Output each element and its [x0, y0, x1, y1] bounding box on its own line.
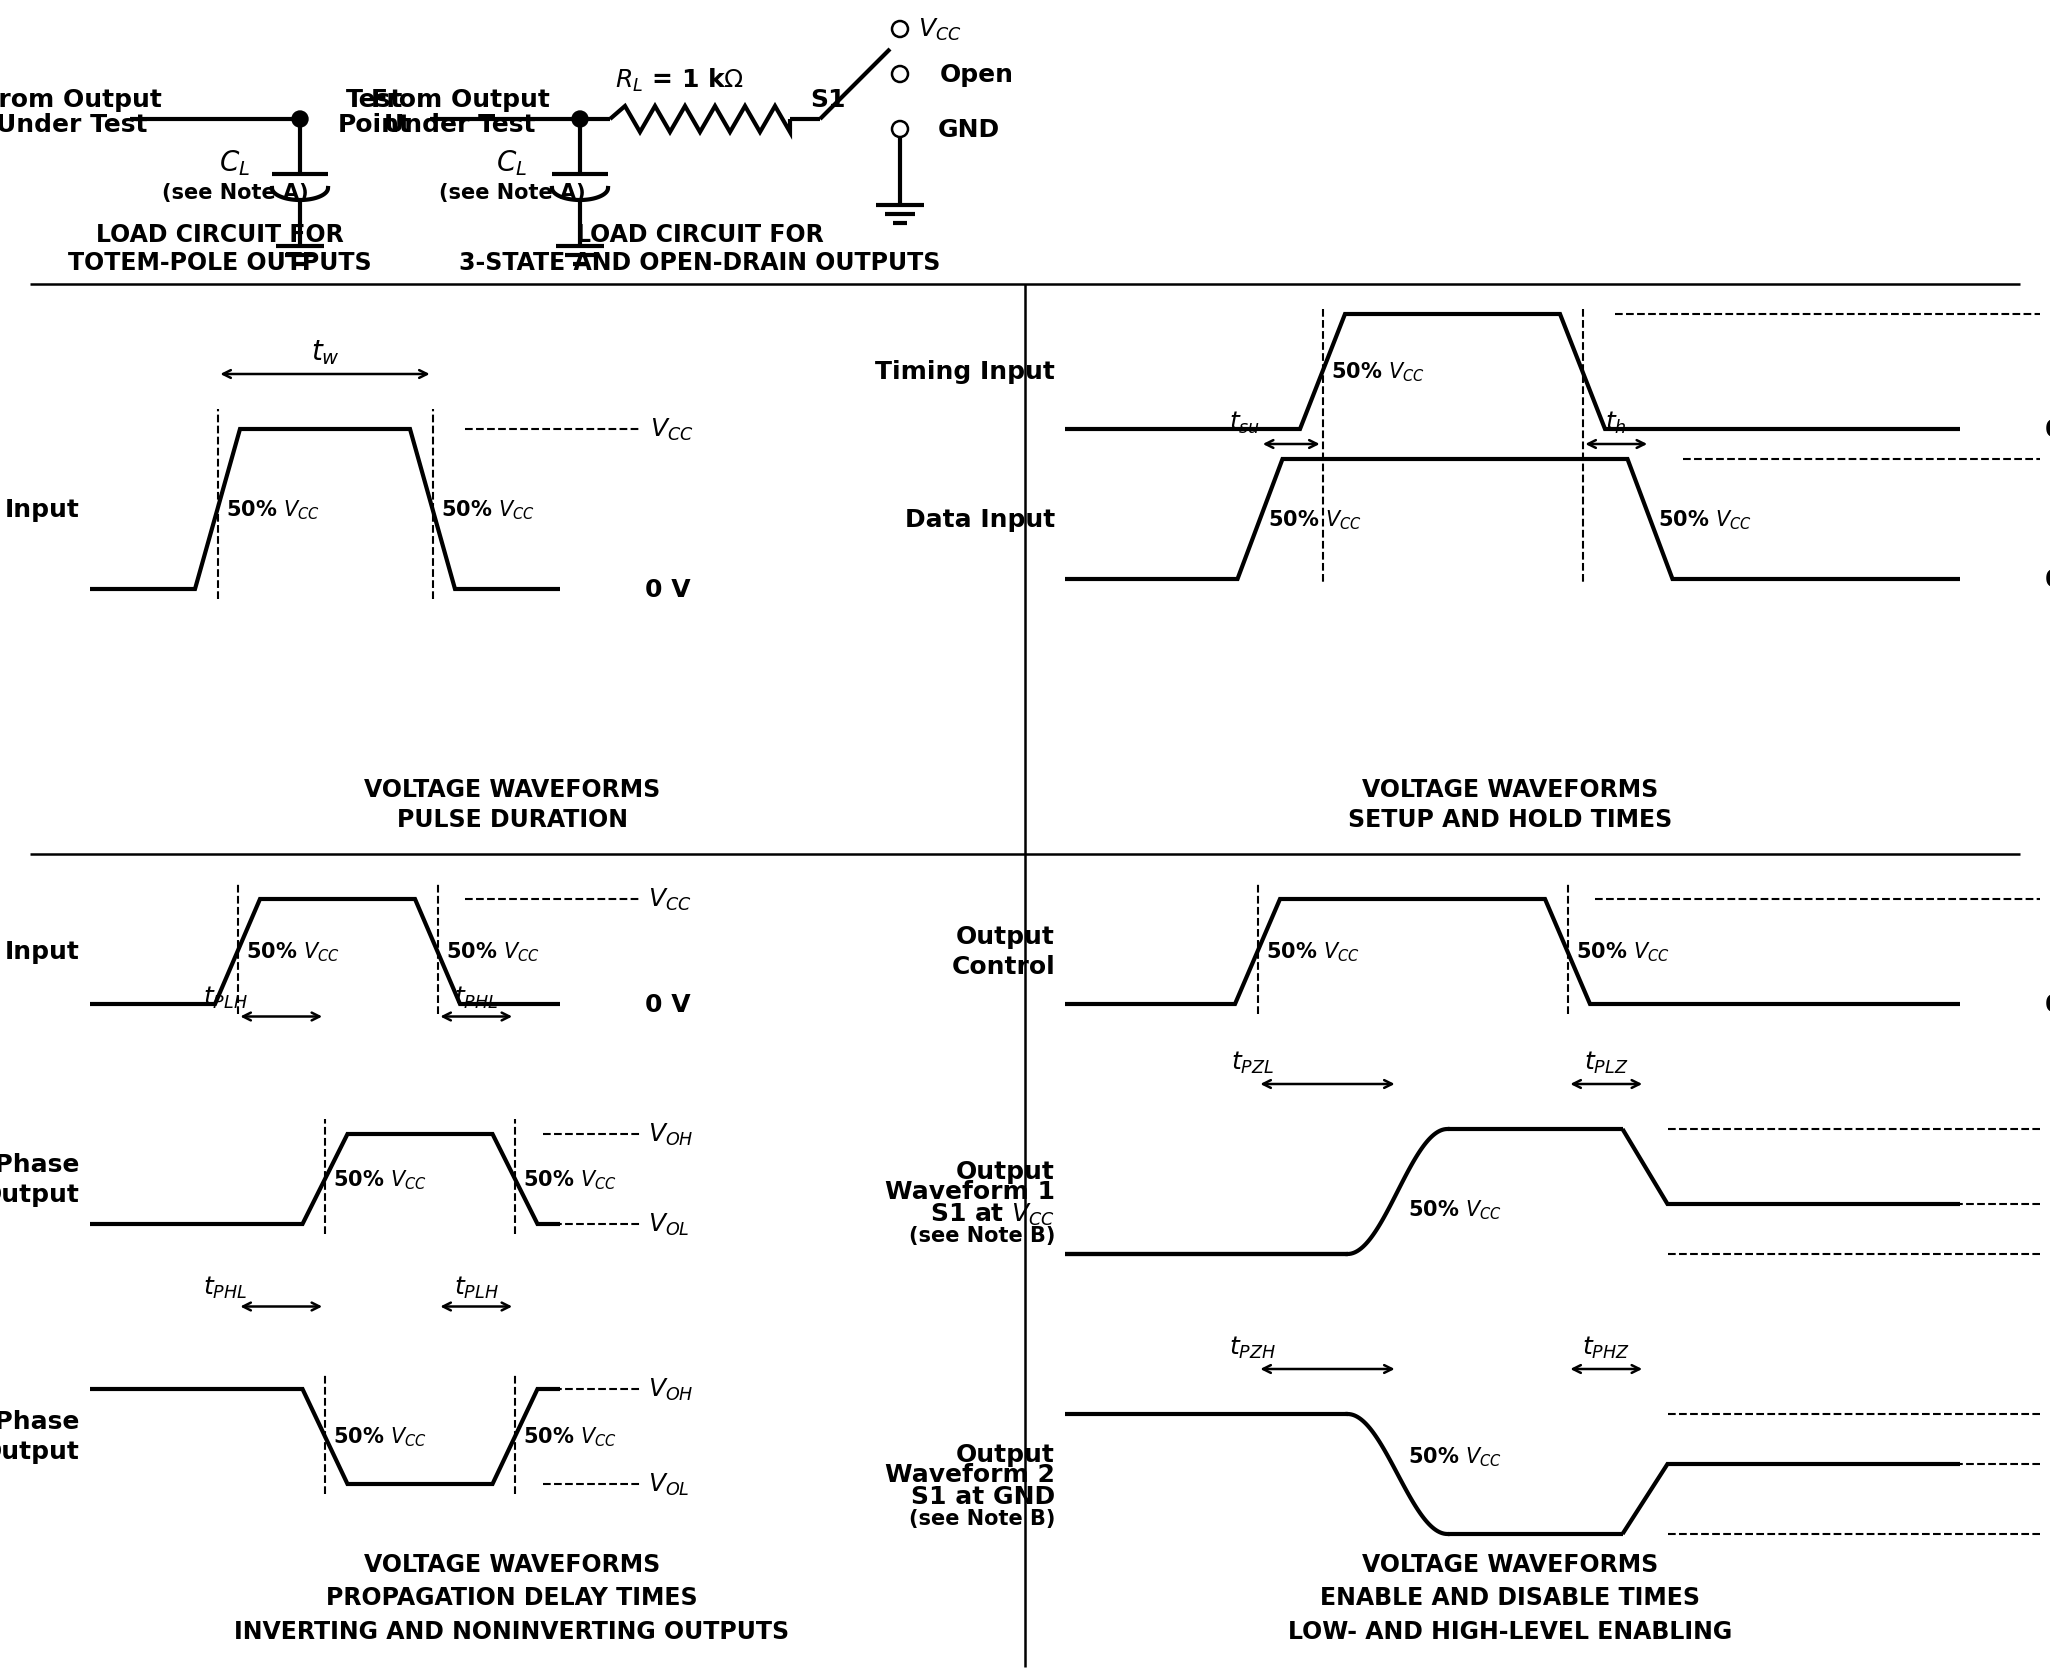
Text: $C_L$: $C_L$: [219, 148, 250, 178]
Text: 50% $V_{CC}$: 50% $V_{CC}$: [523, 1425, 617, 1448]
Text: $t_{PLH}$: $t_{PLH}$: [203, 984, 248, 1010]
Text: Point: Point: [338, 113, 412, 136]
Text: ENABLE AND DISABLE TIMES: ENABLE AND DISABLE TIMES: [1320, 1584, 1699, 1609]
Text: (see Note B): (see Note B): [908, 1226, 1056, 1247]
Text: $V_{CC}$: $V_{CC}$: [650, 417, 693, 444]
Text: SETUP AND HOLD TIMES: SETUP AND HOLD TIMES: [1349, 808, 1673, 832]
Text: LOW- AND HIGH-LEVEL ENABLING: LOW- AND HIGH-LEVEL ENABLING: [1287, 1620, 1732, 1643]
Text: 50% $V_{CC}$: 50% $V_{CC}$: [246, 941, 340, 964]
Text: 50% $V_{CC}$: 50% $V_{CC}$: [1658, 507, 1753, 531]
Text: Under Test: Under Test: [0, 113, 148, 136]
Text: LOAD CIRCUIT FOR: LOAD CIRCUIT FOR: [576, 223, 824, 247]
Text: Output: Output: [955, 1441, 1056, 1467]
Text: Input: Input: [6, 939, 80, 964]
Text: 50% $V_{CC}$: 50% $V_{CC}$: [445, 941, 539, 964]
Text: 50% $V_{CC}$: 50% $V_{CC}$: [1265, 941, 1359, 964]
Circle shape: [892, 22, 908, 39]
Text: 50% $V_{CC}$: 50% $V_{CC}$: [441, 497, 535, 521]
Text: 50% $V_{CC}$: 50% $V_{CC}$: [1408, 1198, 1501, 1221]
Circle shape: [572, 113, 588, 128]
Text: VOLTAGE WAVEFORMS: VOLTAGE WAVEFORMS: [1361, 1552, 1658, 1576]
Text: 50% $V_{CC}$: 50% $V_{CC}$: [1408, 1445, 1501, 1468]
Text: Waveform 1: Waveform 1: [886, 1179, 1056, 1205]
Text: From Output: From Output: [0, 87, 162, 113]
Text: INVERTING AND NONINVERTING OUTPUTS: INVERTING AND NONINVERTING OUTPUTS: [234, 1620, 789, 1643]
Text: $t_{PZL}$: $t_{PZL}$: [1230, 1050, 1273, 1075]
Text: $V_{OH}$: $V_{OH}$: [648, 1376, 693, 1403]
Text: $t_{PLH}$: $t_{PLH}$: [453, 1273, 498, 1300]
Text: GND: GND: [939, 118, 1000, 141]
Text: $V_{OL}$: $V_{OL}$: [648, 1211, 689, 1238]
Text: Input: Input: [6, 497, 80, 522]
Text: $t_{PHL}$: $t_{PHL}$: [455, 984, 498, 1010]
Text: Open: Open: [941, 62, 1015, 87]
Text: (see Note A): (see Note A): [162, 183, 308, 203]
Text: $t_{PHZ}$: $t_{PHZ}$: [1583, 1334, 1630, 1361]
Circle shape: [892, 123, 908, 138]
Text: 50% $V_{CC}$: 50% $V_{CC}$: [332, 1425, 426, 1448]
Text: $t_{PHL}$: $t_{PHL}$: [203, 1273, 248, 1300]
Text: $C_L$: $C_L$: [496, 148, 527, 178]
Text: Test: Test: [346, 87, 404, 113]
Text: S1 at $V_{CC}$: S1 at $V_{CC}$: [931, 1201, 1056, 1226]
Text: (see Note B): (see Note B): [908, 1509, 1056, 1529]
Text: 50% $V_{CC}$: 50% $V_{CC}$: [226, 497, 320, 521]
Text: 50% $V_{CC}$: 50% $V_{CC}$: [523, 1168, 617, 1191]
Text: PULSE DURATION: PULSE DURATION: [396, 808, 627, 832]
Text: $V_{CC}$: $V_{CC}$: [918, 17, 961, 44]
Text: PROPAGATION DELAY TIMES: PROPAGATION DELAY TIMES: [326, 1584, 697, 1609]
Text: In-Phase: In-Phase: [0, 1152, 80, 1176]
Text: Waveform 2: Waveform 2: [886, 1462, 1056, 1487]
Text: $t_{PZH}$: $t_{PZH}$: [1230, 1334, 1275, 1361]
Text: Data Input: Data Input: [904, 507, 1056, 531]
Text: 0 V: 0 V: [2046, 993, 2050, 1016]
Text: LOAD CIRCUIT FOR: LOAD CIRCUIT FOR: [96, 223, 344, 247]
Text: Output: Output: [0, 1440, 80, 1463]
Text: TOTEM-POLE OUTPUTS: TOTEM-POLE OUTPUTS: [68, 250, 371, 276]
Text: 0 V: 0 V: [646, 578, 691, 601]
Text: 50% $V_{CC}$: 50% $V_{CC}$: [332, 1168, 426, 1191]
Text: 50% $V_{CC}$: 50% $V_{CC}$: [1576, 941, 1669, 964]
Text: Timing Input: Timing Input: [875, 360, 1056, 385]
Text: VOLTAGE WAVEFORMS: VOLTAGE WAVEFORMS: [365, 778, 660, 801]
Text: $V_{OL}$: $V_{OL}$: [648, 1472, 689, 1497]
Text: VOLTAGE WAVEFORMS: VOLTAGE WAVEFORMS: [365, 1552, 660, 1576]
Text: Out-of-Phase: Out-of-Phase: [0, 1410, 80, 1433]
Circle shape: [892, 67, 908, 82]
Text: $t_h$: $t_h$: [1605, 410, 1628, 435]
Text: $t_w$: $t_w$: [312, 338, 340, 368]
Text: Under Test: Under Test: [383, 113, 535, 136]
Text: S1: S1: [810, 87, 847, 113]
Text: From Output: From Output: [371, 87, 549, 113]
Text: S1 at GND: S1 at GND: [910, 1483, 1056, 1509]
Text: Output: Output: [955, 1159, 1056, 1184]
Text: 0 V: 0 V: [646, 993, 691, 1016]
Text: (see Note A): (see Note A): [439, 183, 586, 203]
Text: $t_{PLZ}$: $t_{PLZ}$: [1585, 1050, 1628, 1075]
Text: 50% $V_{CC}$: 50% $V_{CC}$: [1330, 361, 1425, 385]
Text: 0 V: 0 V: [2046, 568, 2050, 591]
Circle shape: [291, 113, 308, 128]
Text: 0 V: 0 V: [2046, 418, 2050, 442]
Text: Output: Output: [955, 926, 1056, 949]
Text: 50% $V_{CC}$: 50% $V_{CC}$: [1269, 507, 1361, 531]
Text: Output: Output: [0, 1183, 80, 1206]
Text: $V_{OH}$: $V_{OH}$: [648, 1121, 693, 1147]
Text: $t_{su}$: $t_{su}$: [1230, 410, 1261, 435]
Text: 3-STATE AND OPEN-DRAIN OUTPUTS: 3-STATE AND OPEN-DRAIN OUTPUTS: [459, 250, 941, 276]
Text: Control: Control: [951, 954, 1056, 979]
Text: VOLTAGE WAVEFORMS: VOLTAGE WAVEFORMS: [1361, 778, 1658, 801]
Text: $R_L$ = 1 k$\Omega$: $R_L$ = 1 k$\Omega$: [615, 67, 744, 94]
Text: $V_{CC}$: $V_{CC}$: [648, 887, 691, 912]
